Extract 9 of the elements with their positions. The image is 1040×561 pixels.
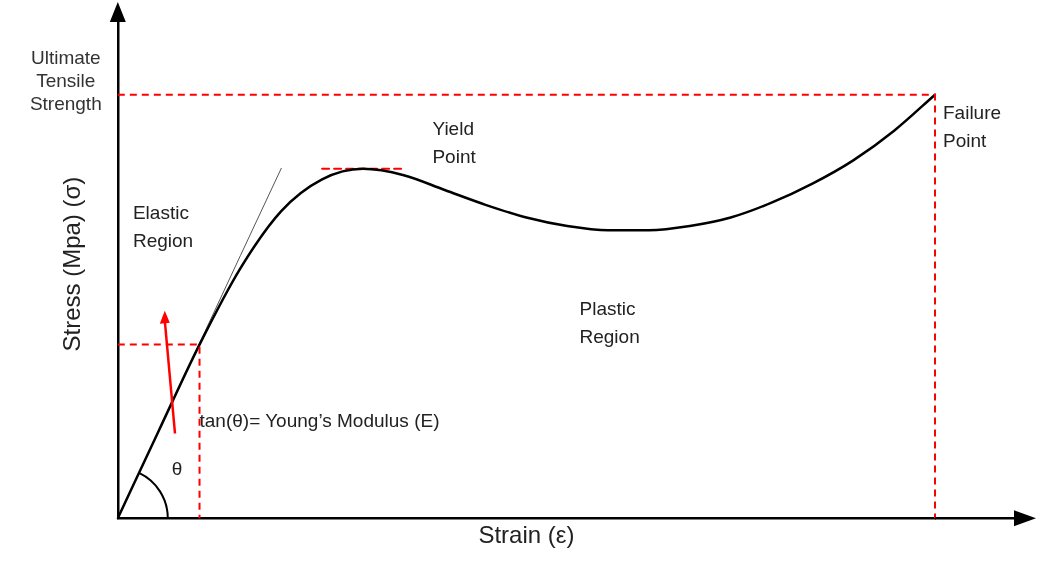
annotation: Plastic Region [579,298,640,348]
text: Failure Point [943,102,1002,152]
annotation: Yield Point [432,117,477,167]
y-axis-title: Stress (Mpa) (σ) [58,176,86,352]
annotation: Elastic Region [132,201,194,251]
annotation: tan(θ)= Young’s Modulus (E) [199,409,440,431]
x-axis-title: Strain (ε) [478,521,575,549]
annotation: θ [171,458,183,480]
ref-line-label: Ultimate Tensile Strength [29,47,102,115]
